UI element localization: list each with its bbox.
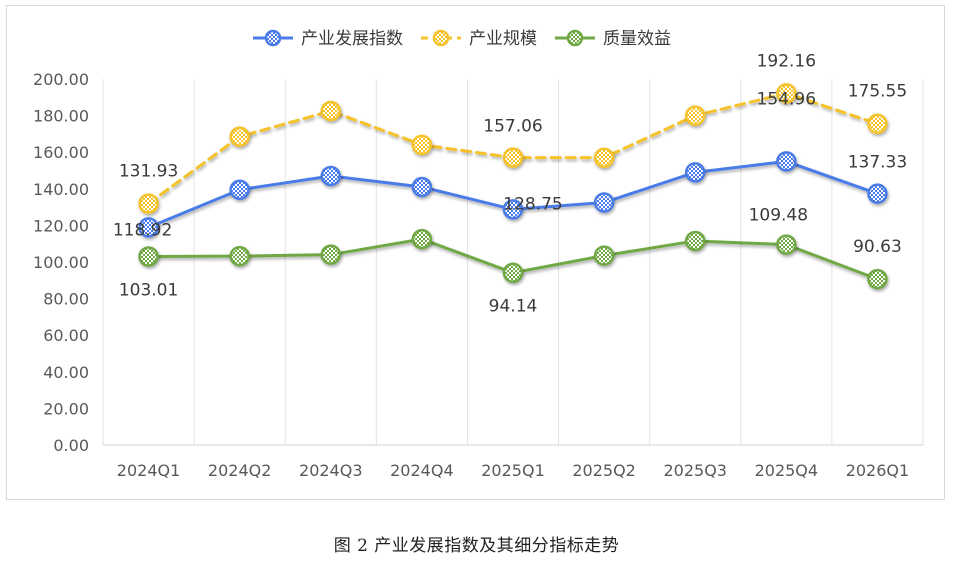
- data-point-marker: [138, 246, 159, 267]
- data-point-marker: [593, 147, 615, 168]
- data-point-marker: [138, 193, 159, 214]
- y-tick-label: 80.00: [43, 290, 89, 309]
- data-point-marker: [229, 126, 250, 147]
- chart-legend: 产业发展指数 产业规模 质量效益: [253, 29, 671, 49]
- data-point-marker: [867, 183, 888, 204]
- y-tick-label: 140.00: [33, 180, 89, 199]
- line-chart: 产业发展指数 产业规模 质量效益 0.00 20.00 40.00 60.00 80.00 1…: [33, 29, 924, 480]
- data-label: 175.55: [848, 82, 907, 102]
- x-tick-label: 2024Q2: [208, 461, 272, 480]
- data-label: 131.93: [119, 162, 178, 182]
- data-point-marker: [229, 245, 250, 267]
- data-label: 118.92: [113, 220, 172, 240]
- data-label: 192.16: [757, 51, 816, 71]
- legend-marker-icon: [566, 29, 584, 47]
- x-axis: 2024Q1 2024Q2 2024Q3 2024Q4 2025Q1 2025Q2 2025…: [117, 461, 909, 480]
- x-tick-label: 2026Q1: [846, 461, 910, 480]
- data-point-marker: [867, 113, 888, 134]
- data-point-marker: [411, 228, 433, 250]
- data-point-marker: [684, 162, 706, 183]
- data-point-marker: [867, 268, 888, 290]
- x-tick-label: 2025Q1: [481, 461, 545, 480]
- legend-label: 产业规模: [469, 29, 537, 49]
- legend-marker-icon: [432, 29, 450, 47]
- y-tick-label: 200.00: [33, 70, 89, 89]
- data-label: 128.75: [503, 194, 562, 214]
- legend-label: 产业发展指数: [301, 29, 403, 49]
- data-point-marker: [776, 234, 797, 255]
- data-point-marker: [502, 147, 524, 168]
- y-tick-label: 60.00: [43, 326, 89, 345]
- data-point-marker: [229, 179, 250, 200]
- x-tick-label: 2024Q1: [117, 461, 181, 480]
- x-tick-label: 2025Q3: [663, 461, 727, 480]
- data-label: 157.06: [483, 117, 542, 137]
- data-point-marker: [138, 217, 159, 238]
- data-point-marker: [593, 192, 615, 213]
- data-point-marker: [411, 176, 433, 198]
- x-tick-label: 2025Q2: [572, 461, 636, 480]
- data-point-marker: [776, 83, 797, 104]
- y-tick-label: 120.00: [33, 216, 89, 235]
- data-point-marker: [502, 199, 524, 220]
- data-label: 94.14: [489, 297, 538, 317]
- y-tick-label: 20.00: [43, 399, 89, 418]
- x-tick-label: 2024Q4: [390, 461, 454, 480]
- chart-frame: 产业发展指数 产业规模 质量效益 0.00 20.00 40.00 60.00 80.00 1…: [6, 5, 945, 500]
- data-point-marker: [502, 262, 524, 283]
- y-tick-label: 100.00: [33, 253, 89, 272]
- series-markers: [138, 83, 888, 290]
- data-point-marker: [320, 165, 342, 187]
- x-tick-label: 2024Q3: [299, 461, 363, 480]
- data-label: 103.01: [119, 280, 178, 300]
- data-label: 137.33: [848, 153, 907, 173]
- legend-item-0: 产业发展指数: [253, 29, 403, 49]
- data-point-marker: [776, 151, 797, 172]
- data-point-marker: [684, 105, 706, 126]
- legend-item-1: 产业规模: [421, 29, 537, 49]
- legend-item-2: 质量效益: [555, 29, 671, 49]
- data-point-marker: [320, 244, 342, 265]
- x-tick-label: 2025Q4: [755, 461, 819, 480]
- y-tick-label: 160.00: [33, 143, 89, 162]
- data-point-marker: [684, 230, 706, 252]
- figure-caption: 图 2 产业发展指数及其细分指标走势: [333, 536, 620, 556]
- legend-marker-icon: [264, 29, 282, 47]
- y-tick-label: 180.00: [33, 107, 89, 126]
- y-tick-label: 40.00: [43, 363, 89, 382]
- data-labels: 118.92 128.75 154.96 137.33 131.93 157.06 192.…: [113, 51, 907, 316]
- data-point-marker: [320, 100, 342, 122]
- y-axis: 0.00 20.00 40.00 60.00 80.00 100.00 120.00 140.…: [33, 70, 89, 455]
- data-label: 109.48: [749, 206, 808, 226]
- chart-grid: [102, 79, 924, 446]
- data-point-marker: [593, 245, 615, 266]
- data-label: 154.96: [757, 89, 816, 109]
- y-tick-label: 0.00: [53, 436, 89, 455]
- data-point-marker: [411, 134, 433, 156]
- data-label: 90.63: [853, 237, 902, 257]
- legend-label: 质量效益: [603, 29, 671, 49]
